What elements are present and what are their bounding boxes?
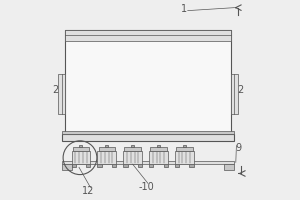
Bar	[189, 164, 194, 167]
Bar	[112, 164, 116, 167]
Bar	[98, 164, 102, 167]
Bar	[62, 164, 72, 170]
Bar	[150, 147, 167, 151]
Bar	[175, 164, 179, 167]
Bar	[71, 151, 90, 164]
Bar	[131, 145, 134, 147]
Bar	[224, 164, 234, 170]
Bar	[149, 164, 153, 167]
Bar	[231, 74, 238, 114]
Bar	[80, 145, 82, 147]
Text: 2: 2	[52, 85, 59, 95]
Bar	[62, 131, 234, 134]
Bar	[62, 134, 234, 141]
Bar	[183, 145, 186, 147]
Text: 9: 9	[235, 143, 242, 153]
Bar	[64, 30, 231, 41]
Text: 12: 12	[82, 186, 94, 196]
Bar	[99, 147, 115, 151]
Bar	[62, 161, 234, 164]
Text: 2: 2	[237, 85, 244, 95]
Bar	[98, 151, 116, 164]
Bar	[124, 147, 141, 151]
Bar	[175, 151, 194, 164]
Text: -10: -10	[138, 182, 154, 192]
Bar	[71, 164, 76, 167]
Bar	[157, 145, 160, 147]
Bar	[105, 145, 108, 147]
Bar	[176, 147, 193, 151]
Bar	[58, 74, 65, 114]
Bar	[86, 164, 90, 167]
Bar	[149, 151, 168, 164]
Text: 1: 1	[181, 4, 187, 14]
Bar	[164, 164, 168, 167]
Bar	[138, 164, 142, 167]
Bar	[123, 164, 128, 167]
Bar	[64, 30, 231, 134]
Bar	[123, 151, 142, 164]
Bar	[73, 147, 89, 151]
